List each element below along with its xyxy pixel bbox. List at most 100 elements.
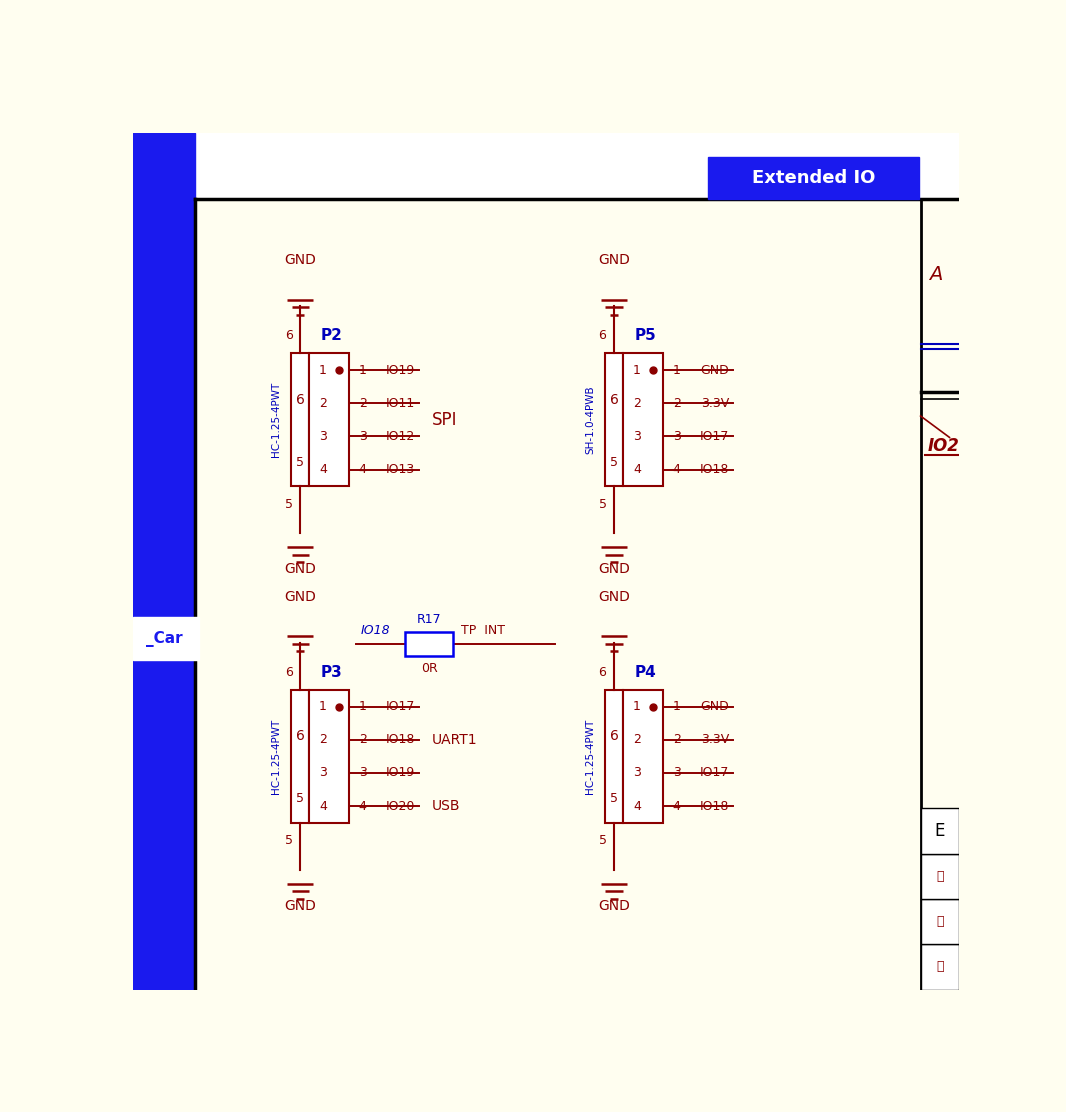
Text: 3: 3 [673, 766, 680, 780]
Text: GND: GND [285, 898, 317, 913]
Text: 4: 4 [359, 463, 367, 476]
Bar [624, 354, 663, 486]
Text: SH-1.0-4PWB: SH-1.0-4PWB [585, 386, 595, 454]
Text: 2: 2 [633, 397, 641, 409]
Bar [921, 808, 959, 854]
Bar [309, 354, 349, 486]
Text: 5: 5 [598, 497, 607, 510]
Text: 3: 3 [633, 766, 641, 780]
Text: 4: 4 [359, 800, 367, 813]
Bar [133, 617, 199, 661]
Text: 2: 2 [633, 733, 641, 746]
Text: 6: 6 [610, 729, 618, 744]
Text: IO11: IO11 [386, 397, 415, 409]
Text: 1: 1 [633, 364, 641, 377]
Text: P5: P5 [635, 328, 657, 344]
Text: 5: 5 [285, 834, 292, 847]
Text: GND: GND [598, 254, 630, 267]
Text: USB: USB [432, 800, 461, 813]
Text: 1: 1 [673, 701, 680, 713]
Text: GND: GND [285, 563, 317, 576]
Text: 5: 5 [285, 497, 292, 510]
Text: 4: 4 [319, 800, 327, 813]
Bar [921, 898, 959, 944]
Bar [708, 158, 919, 199]
Text: IO17: IO17 [386, 701, 415, 713]
Text: 6: 6 [295, 393, 305, 407]
Bar [405, 632, 453, 656]
Text: R17: R17 [417, 613, 441, 626]
Text: P3: P3 [321, 665, 343, 679]
Text: 5: 5 [598, 834, 607, 847]
Text: 6: 6 [599, 329, 607, 342]
Text: 5: 5 [610, 793, 618, 805]
Text: IO19: IO19 [386, 364, 415, 377]
Text: 6: 6 [610, 393, 618, 407]
Text: 6: 6 [285, 329, 292, 342]
Text: IO18: IO18 [699, 800, 729, 813]
Text: HC-1.25-4PWT: HC-1.25-4PWT [271, 718, 281, 794]
Text: 3.3V: 3.3V [700, 733, 729, 746]
Text: _Car: _Car [146, 631, 182, 646]
Text: 6: 6 [295, 729, 305, 744]
Text: 2: 2 [319, 397, 327, 409]
Text: 1: 1 [359, 364, 367, 377]
Text: 2: 2 [673, 733, 680, 746]
Bar [605, 354, 624, 486]
Text: GND: GND [700, 701, 729, 713]
Text: 1: 1 [319, 701, 327, 713]
Text: IO17: IO17 [699, 766, 729, 780]
Bar [921, 854, 959, 898]
Text: 6: 6 [285, 666, 292, 678]
Text: 3: 3 [319, 430, 327, 443]
Text: 5: 5 [296, 456, 304, 469]
Bar [624, 689, 663, 823]
Text: 2: 2 [359, 733, 367, 746]
Text: IO2: IO2 [927, 437, 959, 455]
Text: IO18: IO18 [386, 733, 415, 746]
Text: 4: 4 [673, 800, 680, 813]
Text: IO20: IO20 [386, 800, 415, 813]
Text: GND: GND [285, 589, 317, 604]
Text: HC-1.25-4PWT: HC-1.25-4PWT [585, 718, 595, 794]
Bar [921, 944, 959, 990]
Text: 2: 2 [359, 397, 367, 409]
Text: IO19: IO19 [386, 766, 415, 780]
Text: GND: GND [285, 254, 317, 267]
Text: IO18: IO18 [699, 463, 729, 476]
Bar [291, 689, 309, 823]
Text: E: E [935, 822, 946, 840]
Text: A: A [928, 266, 942, 285]
Text: 产: 产 [936, 961, 943, 973]
Text: 5: 5 [296, 793, 304, 805]
Text: Extended IO: Extended IO [752, 169, 875, 187]
Text: 3: 3 [673, 430, 680, 443]
Text: 5: 5 [610, 456, 618, 469]
Text: 1: 1 [633, 701, 641, 713]
Text: 1: 1 [359, 701, 367, 713]
Text: 4: 4 [633, 463, 641, 476]
Text: 4: 4 [673, 463, 680, 476]
Text: 产: 产 [936, 915, 943, 929]
Text: 4: 4 [319, 463, 327, 476]
Text: IO13: IO13 [386, 463, 415, 476]
Text: UART1: UART1 [432, 733, 478, 747]
Text: 1: 1 [673, 364, 680, 377]
Text: 4: 4 [633, 800, 641, 813]
Bar [133, 133, 195, 990]
Text: IO12: IO12 [386, 430, 415, 443]
Bar [309, 689, 349, 823]
Text: GND: GND [598, 898, 630, 913]
Text: SPI: SPI [432, 410, 457, 429]
Text: GND: GND [598, 563, 630, 576]
Text: 6: 6 [599, 666, 607, 678]
Text: 2: 2 [673, 397, 680, 409]
Text: P4: P4 [635, 665, 657, 679]
Text: 产: 产 [936, 870, 943, 883]
Text: TP  INT: TP INT [462, 624, 505, 637]
Bar [291, 354, 309, 486]
Text: 2: 2 [319, 733, 327, 746]
Text: 3: 3 [359, 430, 367, 443]
Text: GND: GND [700, 364, 729, 377]
Text: HC-1.25-4PWT: HC-1.25-4PWT [271, 383, 281, 457]
